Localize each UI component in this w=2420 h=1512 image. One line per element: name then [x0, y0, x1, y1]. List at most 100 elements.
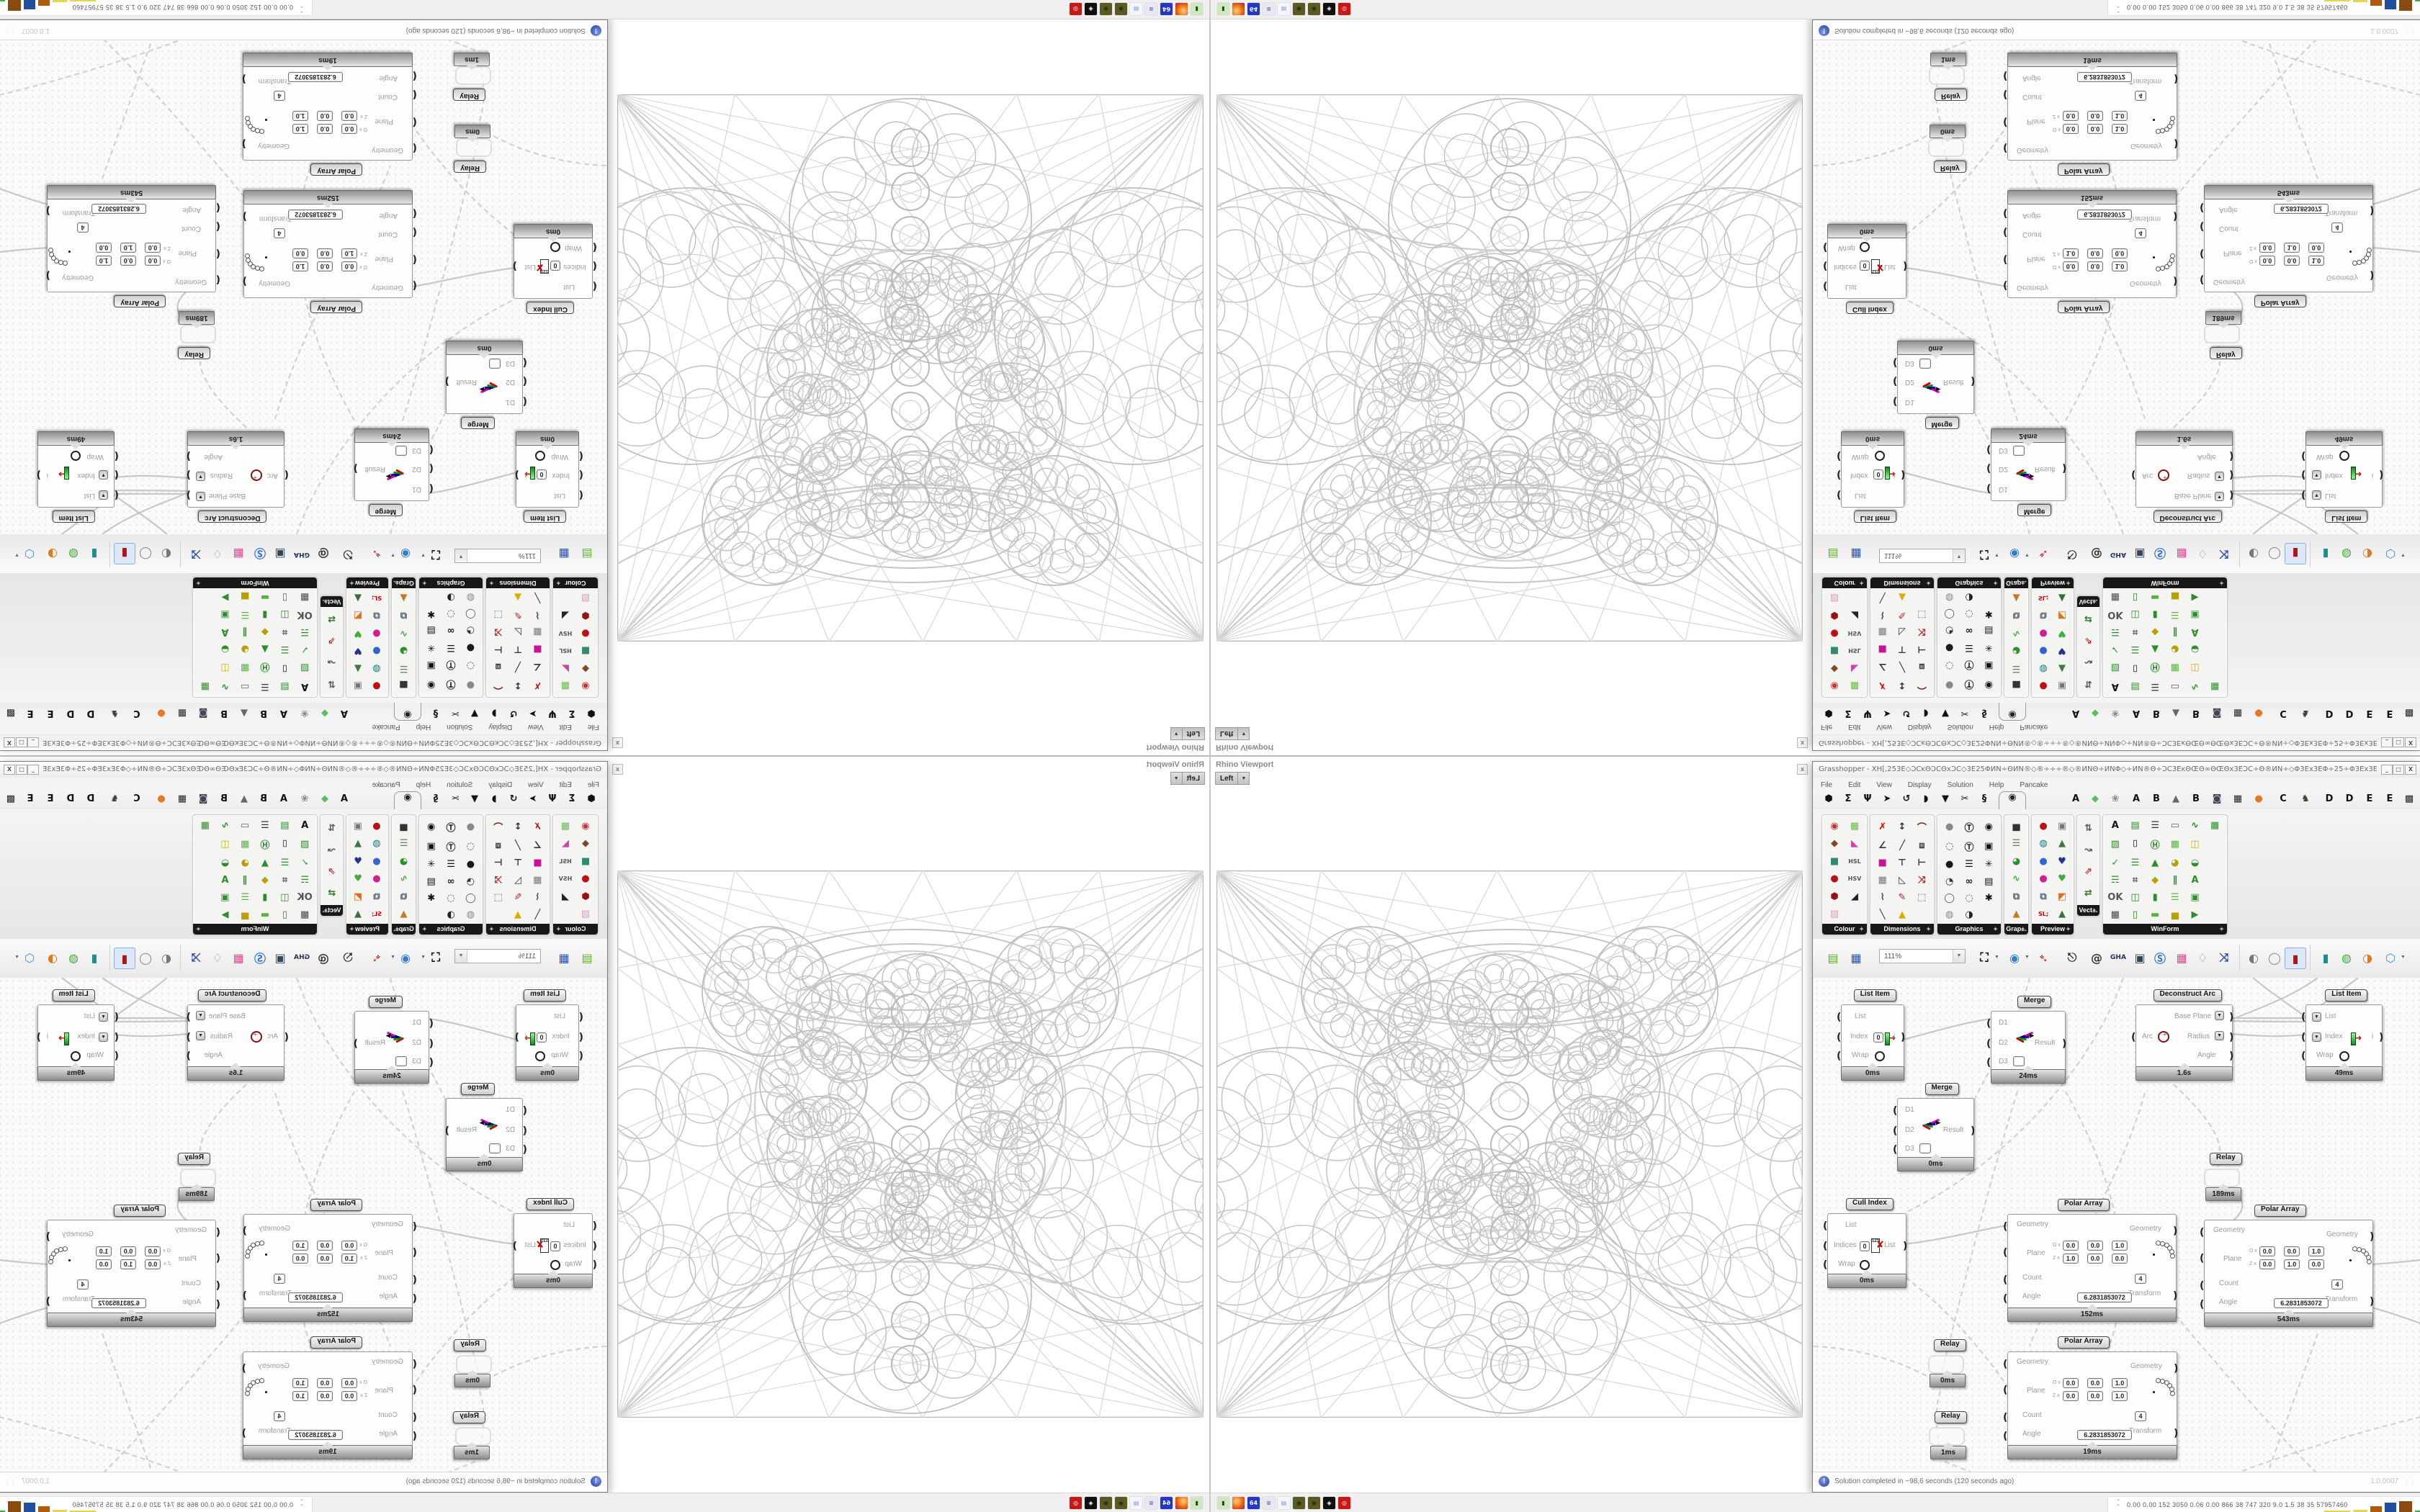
plugin-tab-7[interactable]: ◙ — [198, 793, 208, 804]
ribbon-icon[interactable]: ◩ — [353, 891, 363, 902]
ribbon-icon[interactable]: ● — [1945, 859, 1954, 870]
expr-down-icon[interactable]: ▼ — [2215, 1031, 2224, 1040]
toolbar-save-file-icon[interactable]: ▦ — [558, 547, 570, 562]
value-box[interactable]: 0.0 — [341, 124, 357, 134]
toolbar-gha-icon[interactable]: GHA — [2110, 551, 2126, 558]
menu-view[interactable]: View — [528, 723, 544, 731]
ribbon-icon[interactable] — [195, 888, 215, 906]
menu-help[interactable]: Help — [416, 781, 431, 789]
ribbon-icon[interactable]: ◺ — [1898, 626, 1906, 638]
ribbon-icon[interactable]: HSL — [559, 647, 572, 654]
ribbon-group-label[interactable]: Vect... ✦ — [2077, 596, 2099, 607]
port-in[interactable]: ( — [215, 248, 220, 259]
ribbon-icon[interactable]: ◆ — [2151, 626, 2159, 638]
port-in[interactable]: ( — [2003, 142, 2008, 153]
chevron-down-icon[interactable]: ▼ — [1953, 950, 1965, 963]
ribbon-icon[interactable]: SL; — [371, 911, 382, 918]
ribbon-icon[interactable]: ⊢ — [493, 643, 503, 654]
ribbon-icon[interactable]: ▣ — [353, 680, 363, 692]
ribbon-icon[interactable]: ▣ — [2190, 891, 2200, 903]
toolbar-teal-cylinder-icon[interactable]: ▮ — [91, 547, 98, 562]
viewport-projection-dropdown[interactable]: Left ▼ — [1170, 727, 1205, 740]
taskbar-coin-a-icon[interactable]: ◉ — [1293, 1497, 1305, 1509]
ribbon-icon[interactable]: ◔ — [1945, 876, 1954, 887]
expr-down-icon[interactable]: ▼ — [99, 1032, 108, 1042]
ribbon-icon[interactable]: ▭ — [241, 820, 250, 832]
ribbon-icon[interactable]: ◆ — [2151, 874, 2159, 886]
grasshopper-titlebar[interactable]: Grasshopper - XH[,253E◇ƆCĸΘƆCΘxƆC◇3E25ΦИ… — [1813, 762, 2420, 778]
port-in[interactable]: ( — [284, 469, 289, 480]
ribbon-icon[interactable]: ▬ — [2151, 909, 2160, 920]
toolbar-green-wire-icon[interactable]: ◍ — [2341, 950, 2352, 965]
ribbon-group-label[interactable]: Grap... ✦ — [2004, 577, 2028, 588]
chevron-down-icon[interactable]: ▼ — [2025, 955, 2030, 960]
taskbar-floppy-64-icon[interactable]: 64 — [1247, 3, 1260, 15]
port-out[interactable]: ) — [45, 1231, 50, 1243]
node-label-deconstruct-arc[interactable]: Deconstruct Arc — [2153, 989, 2222, 1002]
value-box[interactable]: 0.0 — [2112, 248, 2128, 258]
port-out[interactable]: ) — [242, 275, 247, 287]
toolbar-blue-hex-icon[interactable]: ⬡ — [24, 547, 35, 562]
ribbon-icon[interactable]: ⇅ — [2084, 678, 2092, 690]
port-out[interactable]: ) — [186, 469, 191, 480]
ribbon-icon[interactable]: ▅ — [241, 592, 249, 603]
ribbon-icon[interactable]: ▲ — [2058, 909, 2066, 920]
port-in[interactable]: ( — [114, 1012, 119, 1023]
wrap-toggle[interactable] — [1860, 242, 1870, 252]
toolbar-red-cylinder-icon[interactable]: ▮ — [114, 948, 135, 969]
tab-sets-icon[interactable]: Ψ — [1863, 708, 1872, 719]
tab-maths-icon[interactable]: Σ — [1845, 708, 1852, 719]
ribbon-icon[interactable] — [2205, 888, 2225, 906]
toolbar-clam-sphere-icon[interactable]: ◐ — [161, 547, 171, 562]
plugin-tab-9[interactable]: ● — [2254, 708, 2263, 719]
ribbon-icon[interactable]: Ⓣ — [1964, 658, 1974, 670]
menu-file[interactable]: File — [1821, 723, 1833, 731]
ribbon-icon[interactable]: ∿ — [221, 680, 229, 692]
plugin-tab-7[interactable]: ◙ — [2212, 708, 2222, 719]
grasshopper-canvas[interactable]: ((() List Index 0 ➜ Wrap i List Item 0ms((() D1 D2… — [0, 38, 606, 534]
ribbon-group-label[interactable]: WinForm ✦ — [2103, 924, 2227, 935]
value-box[interactable]: 1.0 — [2112, 1391, 2128, 1401]
ribbon-icon[interactable]: ◺ — [1898, 874, 1906, 886]
ribbon-icon[interactable]: ▣ — [353, 820, 363, 832]
value-box[interactable]: 0.0 — [2063, 1241, 2079, 1251]
ribbon-icon[interactable]: ⧉ — [2012, 891, 2020, 902]
ribbon-icon[interactable]: ⧉ — [2040, 891, 2047, 902]
ribbon-icon[interactable]: ▤ — [2130, 820, 2140, 832]
plugin-tab-1[interactable]: ◆ — [321, 793, 328, 804]
taskbar-panda-app-icon[interactable]: ◈ — [1323, 1497, 1335, 1509]
ribbon-icon[interactable]: ◌ — [1945, 660, 1954, 671]
ribbon-icon[interactable]: ✓ — [2111, 643, 2120, 654]
viewport-projection-dropdown[interactable]: Left ▼ — [1215, 772, 1250, 785]
maximize-button[interactable]: □ — [16, 737, 27, 747]
port-out[interactable]: ) — [2173, 1225, 2178, 1237]
port-in[interactable]: ( — [2301, 469, 2306, 480]
ribbon-icon[interactable]: ◌ — [466, 841, 475, 852]
value-box[interactable]: 4 — [2135, 91, 2146, 101]
value-box[interactable]: 6.2831853072 — [2077, 72, 2132, 82]
ribbon-icon[interactable]: ⇄ — [328, 613, 336, 624]
ribbon-icon[interactable] — [421, 906, 441, 923]
ribbon-group-label[interactable]: Graphics ✦ — [419, 577, 483, 588]
taskbar-notepad-icon[interactable]: ▤ — [1278, 1497, 1290, 1509]
ribbon-icon[interactable]: ▯ — [2132, 592, 2138, 603]
ribbon-icon[interactable]: ▦ — [1878, 874, 1887, 886]
ribbon-icon[interactable]: ▲ — [1898, 592, 1906, 603]
port-in[interactable]: ( — [2200, 274, 2205, 285]
ribbon-icon[interactable]: ⌇ — [1880, 891, 1885, 903]
node-decon[interactable]: ())) Arc + Base Plane ▼ Radius ▼ Angle — [2131, 1004, 2233, 1068]
ribbon-icon[interactable]: ♥ — [354, 627, 362, 639]
tab-intersect-icon[interactable]: ✂ — [1960, 708, 1969, 719]
ribbon-icon[interactable]: Ⓣ — [446, 678, 456, 689]
plugin-tab-8[interactable]: ▦ — [177, 793, 187, 804]
plugin-tab-11[interactable]: ♞ — [2301, 708, 2310, 719]
taskbar-panda-app-icon[interactable]: ◈ — [1085, 1497, 1097, 1509]
ribbon-group-label[interactable]: Graphics ✦ — [1937, 924, 2001, 935]
port-in[interactable]: ( — [1823, 1220, 1828, 1232]
toolbar-clam-sphere-icon[interactable]: ◐ — [2249, 950, 2259, 965]
ribbon-icon[interactable]: ☰ — [2130, 858, 2140, 869]
ribbon-icon[interactable]: ☰ — [261, 820, 269, 832]
ribbon-icon[interactable]: ▲ — [2012, 592, 2020, 603]
ribbon-icon[interactable]: ▦ — [300, 909, 310, 920]
